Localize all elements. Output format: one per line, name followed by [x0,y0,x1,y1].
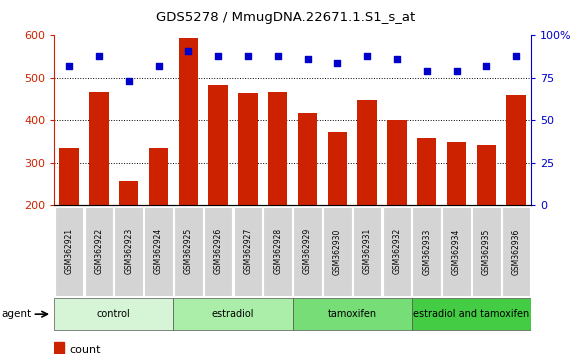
Bar [54,342,64,354]
Bar [89,92,108,205]
Bar [328,132,347,205]
Text: agent: agent [2,309,32,319]
Bar [417,138,436,205]
Text: GSM362933: GSM362933 [422,228,431,275]
Bar [447,142,466,205]
Text: GSM362934: GSM362934 [452,228,461,275]
Text: GSM362921: GSM362921 [65,228,74,274]
Point [392,56,401,62]
Text: GSM362930: GSM362930 [333,228,342,275]
FancyBboxPatch shape [412,298,531,330]
FancyBboxPatch shape [292,298,412,330]
FancyBboxPatch shape [412,207,441,296]
Text: GSM362931: GSM362931 [363,228,372,274]
Point [482,63,491,69]
FancyBboxPatch shape [323,207,352,296]
Bar [298,113,317,205]
Point [363,53,372,59]
Bar [506,95,526,205]
FancyBboxPatch shape [114,207,143,296]
Point [333,60,342,65]
FancyBboxPatch shape [204,207,232,296]
Text: GSM362935: GSM362935 [482,228,491,275]
FancyBboxPatch shape [263,207,292,296]
Point [303,56,312,62]
Text: GSM362923: GSM362923 [124,228,133,274]
FancyBboxPatch shape [502,207,530,296]
Text: GSM362926: GSM362926 [214,228,223,274]
Point [65,63,74,69]
Point [214,53,223,59]
FancyBboxPatch shape [442,207,471,296]
Bar [238,93,258,205]
FancyBboxPatch shape [144,207,173,296]
Text: GDS5278 / MmugDNA.22671.1.S1_s_at: GDS5278 / MmugDNA.22671.1.S1_s_at [156,11,415,24]
Point [124,79,133,84]
Text: GSM362936: GSM362936 [512,228,521,275]
Point [243,53,252,59]
FancyBboxPatch shape [55,207,83,296]
Bar [179,38,198,205]
FancyBboxPatch shape [234,207,262,296]
Bar [208,85,228,205]
Point [154,63,163,69]
Text: count: count [70,345,101,354]
Bar [387,120,407,205]
Bar [268,92,287,205]
FancyBboxPatch shape [85,207,113,296]
Bar [357,100,377,205]
Text: estradiol and tamoxifen: estradiol and tamoxifen [413,309,529,319]
Bar [149,148,168,205]
Text: GSM362927: GSM362927 [243,228,252,274]
FancyBboxPatch shape [383,207,411,296]
FancyBboxPatch shape [174,207,203,296]
Text: GSM362928: GSM362928 [274,228,282,274]
Point [184,48,193,53]
Point [452,68,461,74]
Text: tamoxifen: tamoxifen [328,309,377,319]
Bar [119,181,138,205]
Bar [477,144,496,205]
FancyBboxPatch shape [472,207,501,296]
Point [94,53,103,59]
Text: GSM362922: GSM362922 [94,228,103,274]
Text: GSM362925: GSM362925 [184,228,193,274]
Text: GSM362924: GSM362924 [154,228,163,274]
Text: GSM362932: GSM362932 [392,228,401,274]
Text: estradiol: estradiol [212,309,254,319]
Text: GSM362929: GSM362929 [303,228,312,274]
Point [512,53,521,59]
Text: control: control [97,309,131,319]
Bar [59,148,79,205]
Point [273,53,282,59]
FancyBboxPatch shape [54,298,174,330]
FancyBboxPatch shape [174,298,292,330]
FancyBboxPatch shape [353,207,381,296]
FancyBboxPatch shape [293,207,322,296]
Point [422,68,431,74]
